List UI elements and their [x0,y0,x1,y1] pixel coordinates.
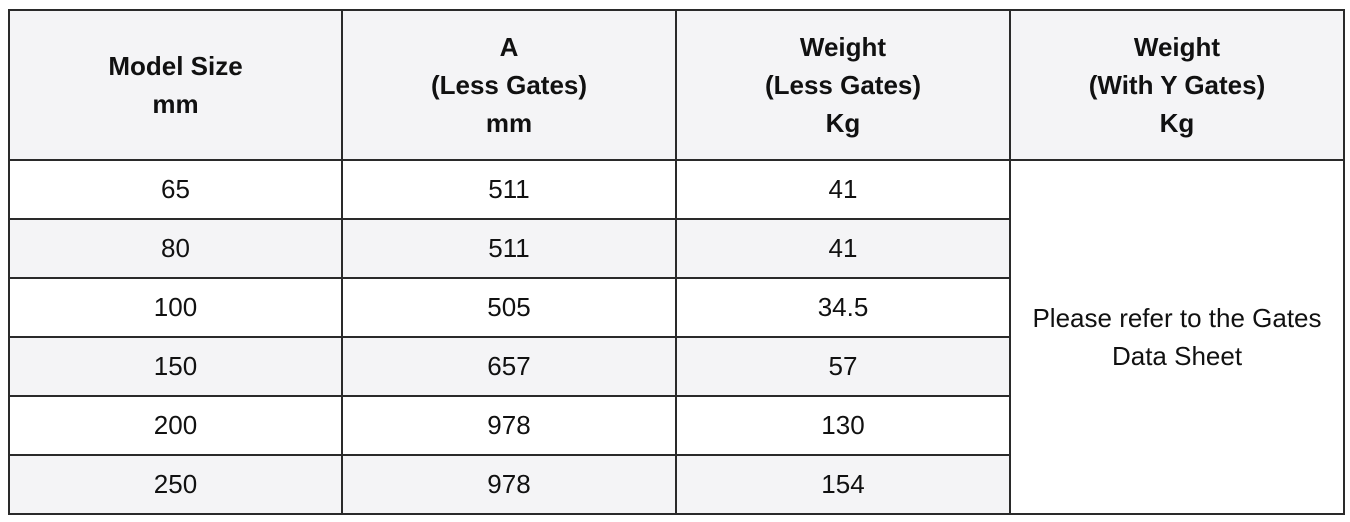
header-line: A [499,32,519,62]
header-line: (Less Gates) [430,70,588,100]
table-body: 65 511 41 Please refer to the Gates Data… [8,159,1345,515]
header-model-size: Model Size mm [8,9,343,161]
header-line: (Less Gates) [764,70,922,100]
header-line: mm [485,108,533,138]
header-line: (With Y Gates) [1088,70,1266,100]
note-line: Data Sheet [1111,341,1243,371]
header-row: Model Size mm A (Less Gates) mm Weight (… [8,9,1345,161]
weight-less-gates-cell: 34.5 [675,277,1011,338]
model-size-cell: 65 [8,159,343,220]
table-row: 65 511 41 Please refer to the Gates Data… [8,159,1345,515]
table-row: 250 978 154 [8,454,1344,515]
model-size-cell: 100 [8,277,343,338]
header-weight-with-y-gates: Weight (With Y Gates) Kg [1009,9,1345,161]
table-row: 150 657 57 [8,336,1344,397]
model-size-cell: 150 [8,336,343,397]
table-row: 200 978 130 [8,395,1344,456]
weight-less-gates-cell: 57 [675,336,1011,397]
a-less-gates-cell: 511 [341,218,677,279]
a-less-gates-cell: 978 [341,395,677,456]
a-less-gates-cell: 511 [341,159,677,220]
header-line: Model Size [108,51,243,81]
table-header: Model Size mm A (Less Gates) mm Weight (… [8,9,1345,161]
weight-less-gates-cell: 41 [675,159,1011,220]
a-less-gates-cell: 505 [341,277,677,338]
header-a-less-gates: A (Less Gates) mm [341,9,677,161]
a-less-gates-cell: 657 [341,336,677,397]
header-line: Kg [825,108,861,138]
model-size-cell: 250 [8,454,343,515]
model-size-cell: 200 [8,395,343,456]
note-line: Please refer to the Gates [1032,303,1322,333]
model-size-cell: 80 [8,218,343,279]
a-less-gates-cell: 978 [341,454,677,515]
table-row: 80 511 41 [8,218,1344,279]
header-weight-less-gates: Weight (Less Gates) Kg [675,9,1011,161]
header-line: Kg [1159,108,1195,138]
weight-less-gates-cell: 130 [675,395,1011,456]
header-line: Weight [1133,32,1221,62]
weight-less-gates-cell: 41 [675,218,1011,279]
specification-table: Model Size mm A (Less Gates) mm Weight (… [8,9,1345,515]
weight-less-gates-cell: 154 [675,454,1011,515]
table-row: 100 505 34.5 [8,277,1344,338]
header-line: Weight [799,32,887,62]
gates-data-sheet-note: Please refer to the Gates Data Sheet [1009,159,1345,515]
header-line: mm [152,89,199,119]
